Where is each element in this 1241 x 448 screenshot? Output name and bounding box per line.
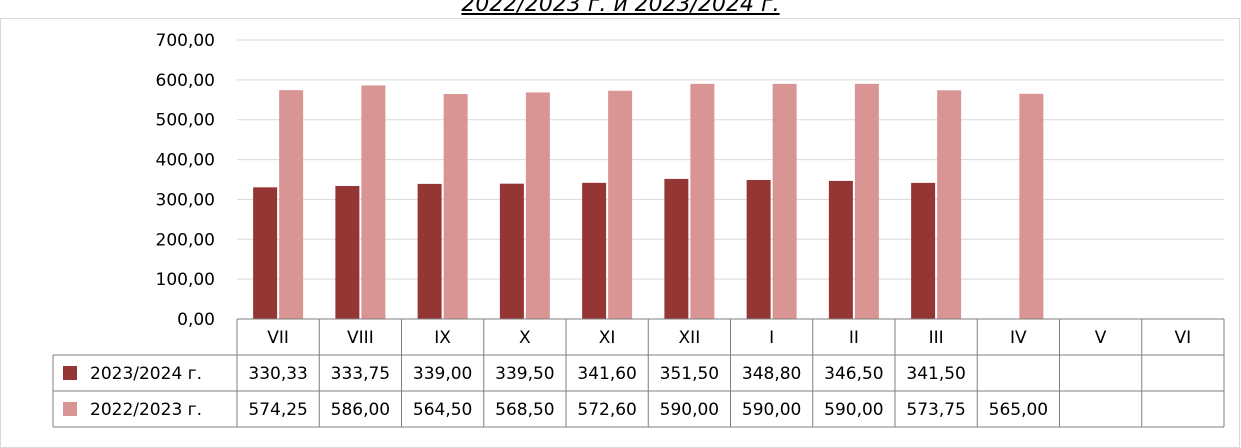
- data-label: 346,50: [824, 364, 883, 384]
- legend-swatch: [63, 402, 77, 416]
- grid-lines: [237, 39, 1224, 280]
- legend-label: 2022/2023 г.: [90, 400, 202, 420]
- x-tick-label: VII: [267, 328, 289, 348]
- y-tick-label: 400,00: [156, 151, 215, 171]
- data-label: 565,00: [989, 400, 1048, 420]
- x-tick-label: XII: [679, 328, 701, 348]
- x-tick-label: III: [929, 328, 944, 348]
- bar-2022-2023: [854, 83, 879, 319]
- data-label: 568,50: [495, 400, 554, 420]
- bar-2023-2024: [828, 180, 853, 319]
- data-label: 590,00: [742, 400, 801, 420]
- data-label: 351,50: [660, 364, 719, 384]
- x-tick-label: IV: [1010, 328, 1027, 348]
- x-tick-label: I: [769, 328, 774, 348]
- bar-2022-2023: [279, 90, 304, 319]
- x-tick-label: VI: [1175, 328, 1192, 348]
- y-tick-label: 500,00: [156, 111, 215, 131]
- y-tick-label: 100,00: [156, 270, 215, 290]
- bar-2023-2024: [582, 182, 607, 319]
- bar-2022-2023: [361, 85, 386, 320]
- bar-2023-2024: [499, 183, 524, 319]
- bar-2022-2023: [443, 94, 468, 319]
- chart-title: 2022/2023 г. и 2023/2024 г.: [461, 0, 780, 17]
- data-label: 339,50: [495, 364, 554, 384]
- x-tick-label: II: [849, 328, 859, 348]
- data-label: 330,33: [248, 364, 307, 384]
- x-tick-label: V: [1095, 328, 1107, 348]
- bar-2022-2023: [608, 90, 633, 319]
- legend-label: 2023/2024 г.: [90, 364, 202, 384]
- data-label: 564,50: [413, 400, 472, 420]
- bar-2022-2023: [772, 83, 797, 319]
- data-label: 341,60: [577, 364, 636, 384]
- data-label: 573,75: [906, 400, 965, 420]
- y-tick-label: 700,00: [156, 31, 215, 51]
- bar-2023-2024: [253, 187, 278, 319]
- y-tick-label: 300,00: [156, 190, 215, 210]
- bar-2023-2024: [335, 185, 360, 319]
- data-label: 572,60: [577, 400, 636, 420]
- data-label: 339,00: [413, 364, 472, 384]
- data-label: 333,75: [331, 364, 390, 384]
- x-tick-label: VIII: [347, 328, 374, 348]
- data-label: 574,25: [248, 400, 307, 420]
- y-tick-label: 0,00: [177, 310, 215, 330]
- data-label: 586,00: [331, 400, 390, 420]
- bar-2023-2024: [417, 183, 442, 319]
- data-label: 341,50: [906, 364, 965, 384]
- bar-2023-2024: [911, 182, 936, 319]
- data-label: 348,80: [742, 364, 801, 384]
- y-tick-label: 600,00: [156, 71, 215, 91]
- bar-2023-2024: [746, 179, 771, 319]
- y-axis-ticks: 0,00 100,00 200,00 300,00 400,00 500,00 600,00…: [156, 31, 215, 330]
- data-label: 590,00: [660, 400, 719, 420]
- bar-2022-2023: [937, 90, 962, 319]
- x-tick-label: XI: [599, 328, 616, 348]
- x-tick-label: X: [519, 328, 531, 348]
- y-tick-label: 200,00: [156, 230, 215, 250]
- bar-2022-2023: [690, 83, 715, 319]
- legend-swatch: [63, 366, 77, 380]
- bars: [253, 83, 1044, 320]
- bar-2022-2023: [525, 92, 550, 319]
- bar-2023-2024: [664, 178, 689, 319]
- x-tick-label: IX: [434, 328, 451, 348]
- bar-2022-2023: [1019, 93, 1044, 319]
- data-label: 590,00: [824, 400, 883, 420]
